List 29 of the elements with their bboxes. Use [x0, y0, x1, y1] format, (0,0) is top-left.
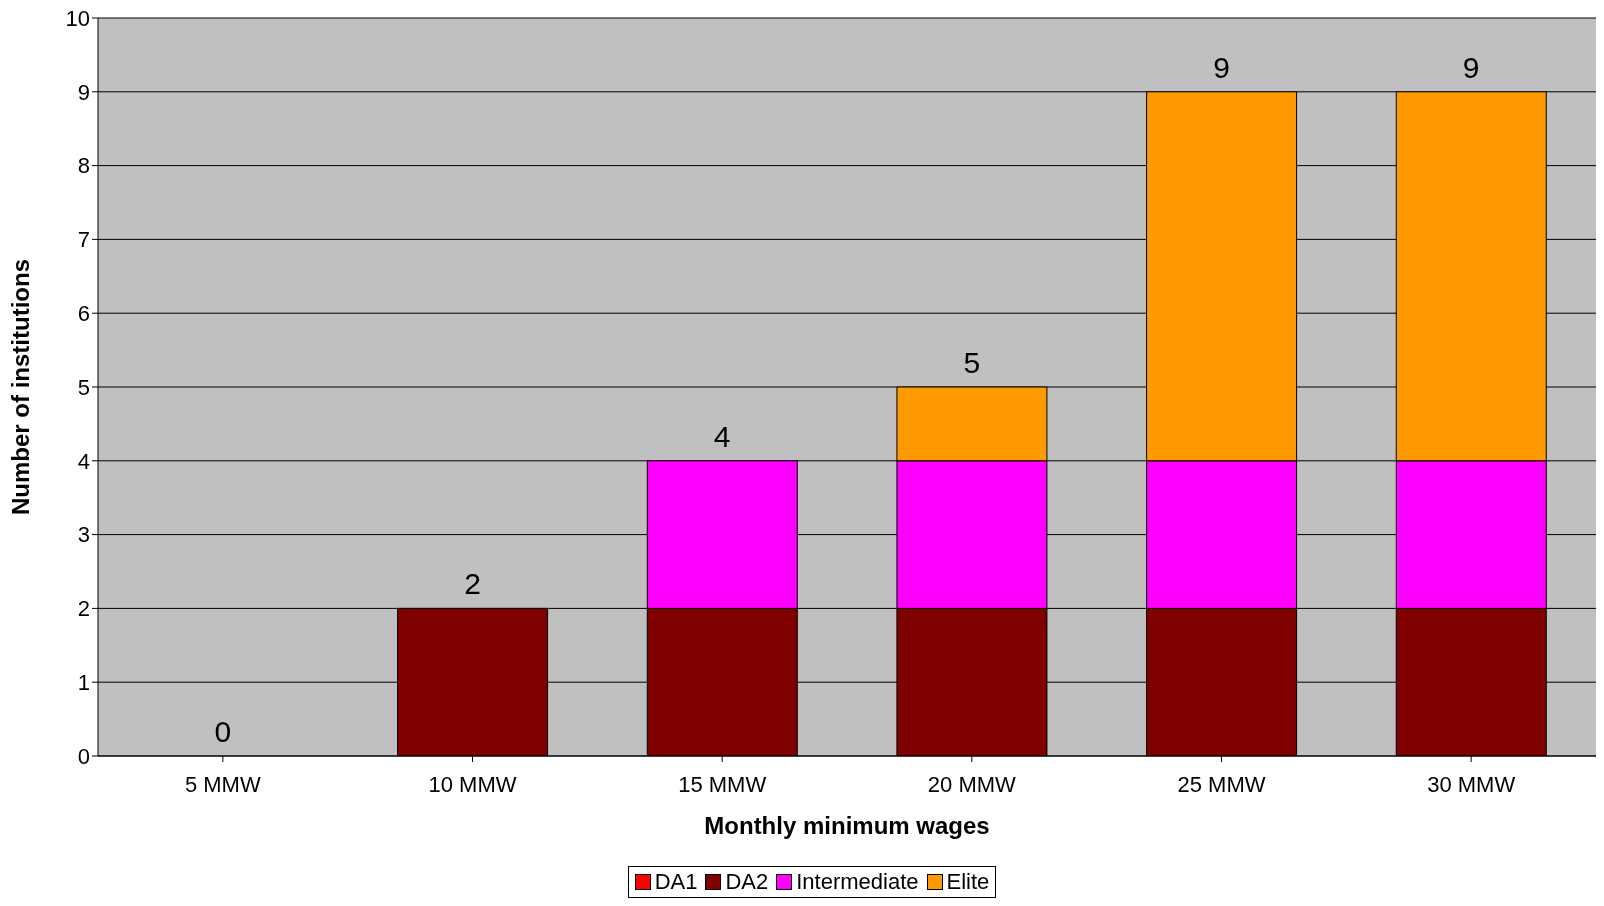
- y-tick-label: 1: [77, 670, 90, 696]
- legend-label: Intermediate: [795, 869, 919, 895]
- x-tick-label: 25 MMW: [1177, 771, 1266, 797]
- x-tick-label: 5 MMW: [184, 771, 261, 797]
- x-tick-label: 15 MMW: [678, 771, 767, 797]
- y-tick-label: 9: [77, 79, 90, 105]
- x-axis-title: Monthly minimum wages: [704, 812, 990, 839]
- total-label: 9: [1213, 50, 1230, 84]
- y-tick-label: 10: [65, 5, 90, 31]
- total-label: 2: [464, 567, 481, 601]
- y-tick-label: 8: [77, 153, 90, 179]
- y-tick-label: 6: [77, 301, 90, 327]
- y-axis-title: Number of institutions: [6, 259, 34, 515]
- y-tick-label: 5: [77, 374, 90, 400]
- total-label: 9: [1462, 50, 1480, 84]
- x-tick-label: 20 MMW: [927, 771, 1017, 797]
- legend-label: DA1: [653, 869, 698, 895]
- total-label: 5: [963, 346, 981, 379]
- y-tick-label: 7: [77, 227, 90, 253]
- y-tick-label: 2: [77, 596, 90, 622]
- legend-label: DA2: [724, 869, 769, 895]
- total-label: 4: [713, 419, 731, 453]
- y-tick-label: 0: [77, 743, 90, 769]
- y-tick-label: 3: [77, 522, 90, 548]
- y-tick-label: 4: [77, 448, 90, 474]
- x-tick-label: 10 MMW: [428, 771, 517, 797]
- x-tick-label: 30 MMW: [1427, 771, 1516, 797]
- legend-label: Elite: [945, 869, 990, 895]
- total-label: 0: [214, 715, 232, 748]
